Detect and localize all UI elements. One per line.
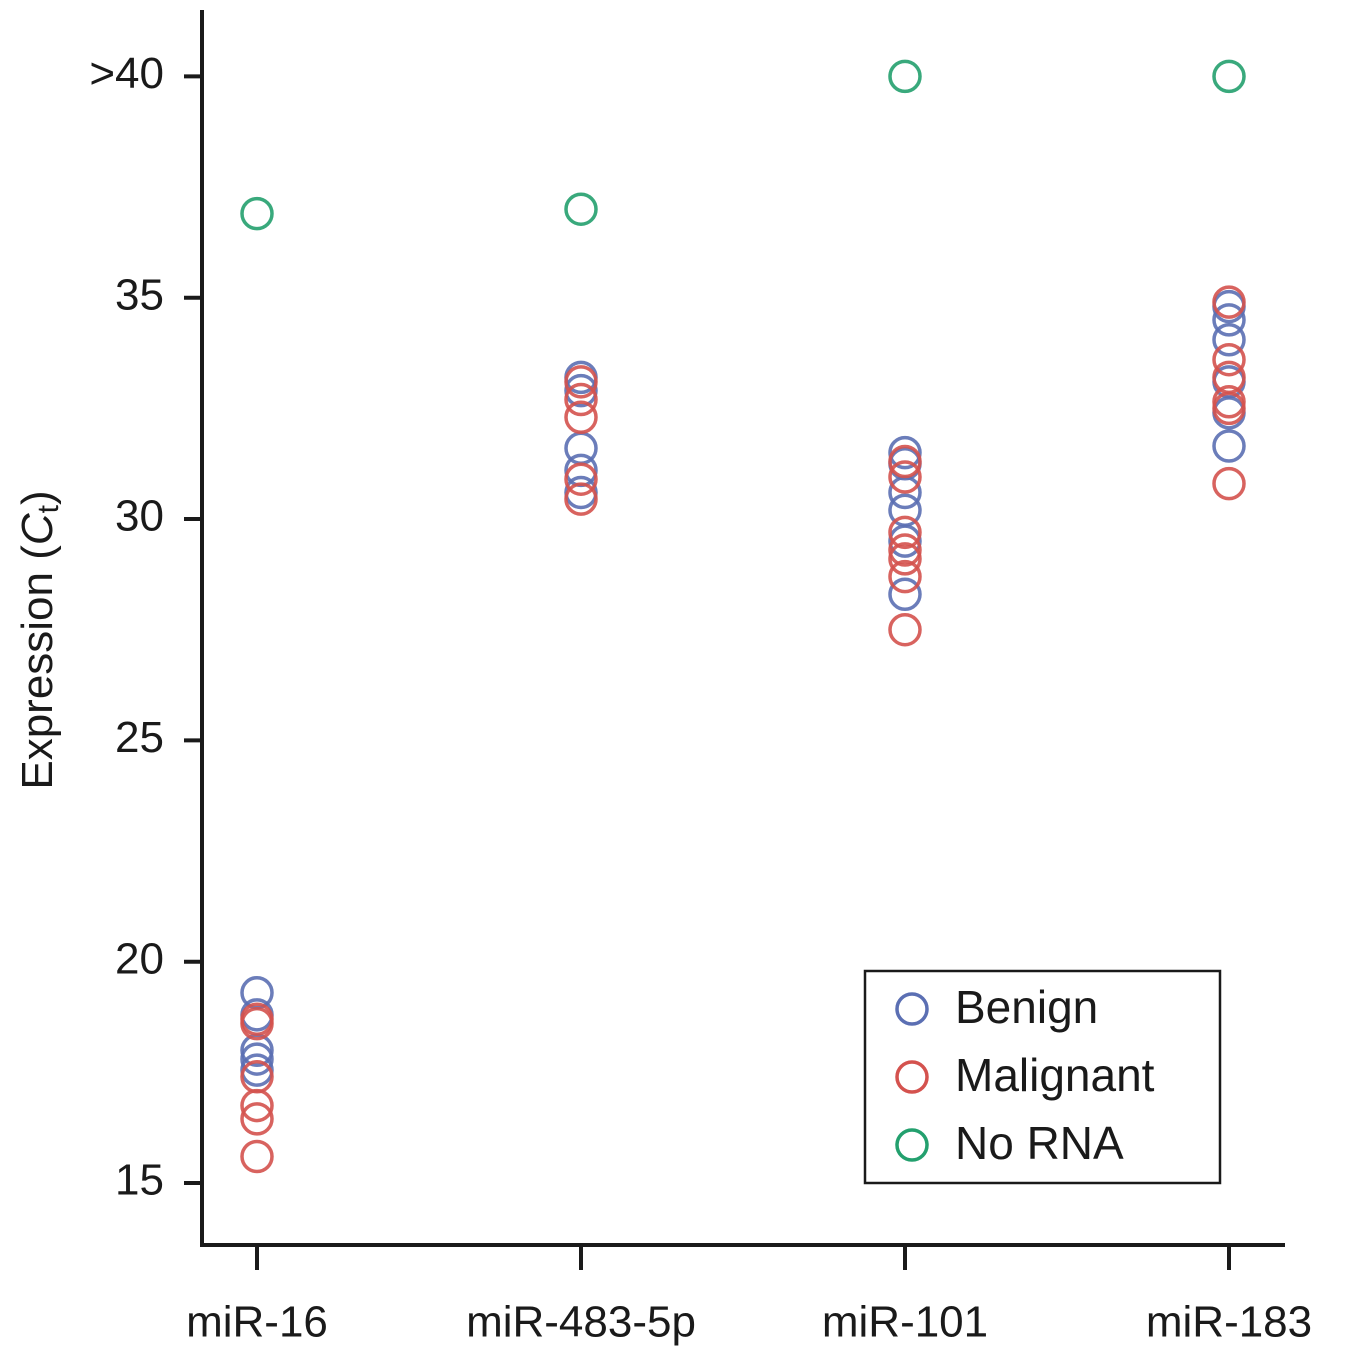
- data-point: [888, 612, 922, 647]
- y-tick-label: 35: [115, 270, 164, 319]
- y-axis-label-part: t: [32, 504, 65, 513]
- data-point: [888, 444, 922, 479]
- data-point: [888, 515, 922, 550]
- y-axis-label-part: ): [13, 490, 62, 505]
- data-point: [240, 1042, 274, 1076]
- y-tick-label: 20: [115, 934, 164, 983]
- x-tick-label: miR-16: [186, 1298, 328, 1347]
- legend-marker: [895, 1060, 929, 1094]
- data-point: [1212, 285, 1246, 319]
- data-point: [564, 373, 598, 408]
- data-point: [888, 533, 922, 567]
- data-point: [240, 1088, 274, 1123]
- data-point: [240, 1139, 274, 1174]
- data-point: [564, 365, 598, 399]
- legend-marker: [895, 1128, 929, 1162]
- data-point: [888, 59, 922, 94]
- data-point: [564, 482, 598, 516]
- data-point: [888, 460, 922, 494]
- y-axis-label-part: C: [13, 512, 62, 545]
- x-tick-label: miR-483-5p: [466, 1298, 696, 1347]
- legend-marker: [895, 992, 929, 1026]
- y-tick-label: 25: [115, 713, 164, 762]
- data-point: [240, 1006, 274, 1041]
- data-point: [1212, 323, 1246, 357]
- data-point: [1212, 429, 1246, 463]
- y-tick-label: 30: [115, 492, 164, 541]
- data-point: [1212, 466, 1246, 501]
- y-axis-label-part: Expression (: [13, 545, 62, 790]
- x-tick-label: miR-183: [1146, 1298, 1312, 1347]
- data-point: [888, 577, 922, 612]
- y-tick-label: 15: [115, 1156, 164, 1205]
- data-point: [240, 1102, 274, 1136]
- y-axis-label: Expression (Ct): [13, 490, 65, 789]
- legend-label: Malignant: [955, 1049, 1155, 1101]
- legend-box: [863, 969, 1222, 1185]
- data-point: [1212, 342, 1246, 377]
- data-point: [888, 524, 922, 558]
- data-point: [888, 559, 922, 594]
- legend-label: No RNA: [955, 1117, 1124, 1169]
- legend-label: Benign: [955, 981, 1098, 1033]
- data-point: [240, 196, 274, 231]
- data-point: [888, 542, 922, 576]
- x-tick-label: miR-101: [822, 1298, 988, 1347]
- data-point: [564, 400, 598, 434]
- data-point: [564, 382, 598, 417]
- data-point: [564, 462, 598, 496]
- data-point: [1212, 303, 1246, 337]
- data-point: [1212, 59, 1246, 94]
- data-point: [564, 192, 598, 226]
- data-point: [888, 435, 922, 470]
- y-tick-label: >40: [89, 49, 164, 98]
- data-point: [1212, 391, 1246, 426]
